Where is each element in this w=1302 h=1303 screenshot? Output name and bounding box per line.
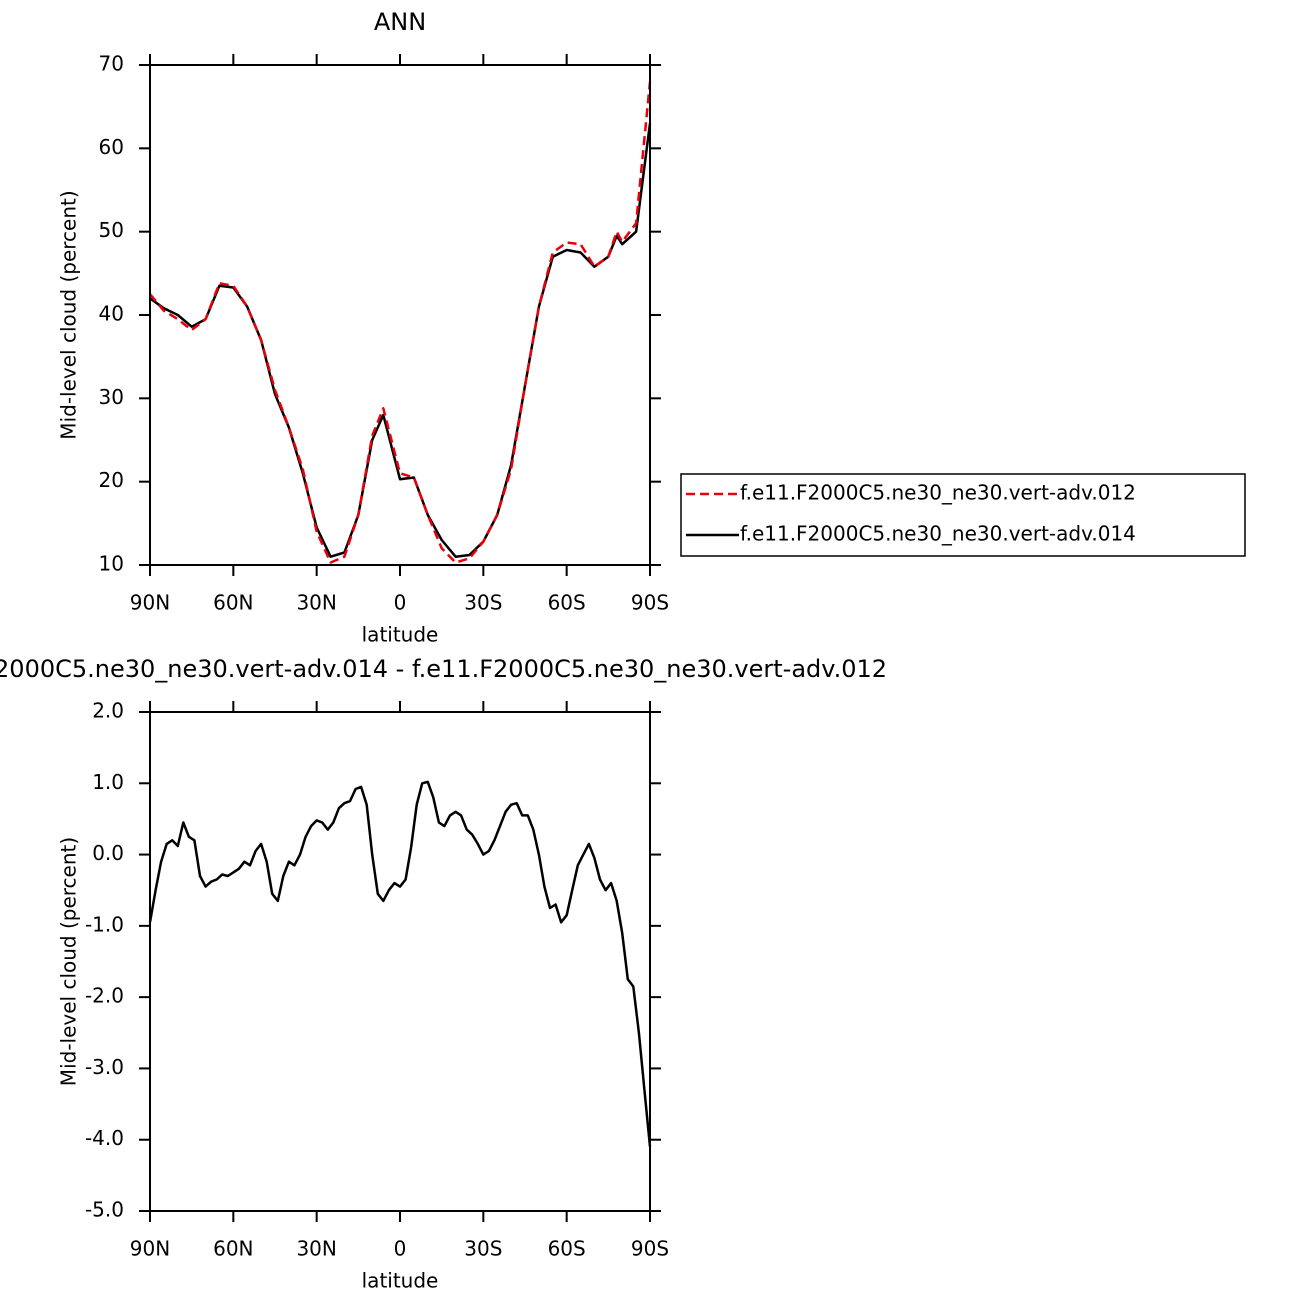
x-tick-label: 30S xyxy=(464,1237,502,1261)
x-tick-label: 30N xyxy=(296,1237,336,1261)
data-line xyxy=(148,780,652,1147)
x-tick-label: 60S xyxy=(548,591,586,615)
y-tick-label: -1.0 xyxy=(85,912,124,936)
data-line xyxy=(149,123,652,558)
chart-title: ANN xyxy=(374,8,426,36)
y-axis-label: Mid-level cloud (percent) xyxy=(57,190,81,439)
x-tick-label: 60S xyxy=(548,1237,586,1261)
x-tick-label: 0 xyxy=(394,1237,407,1261)
data-line xyxy=(149,81,652,564)
x-axis-label: latitude xyxy=(362,1269,439,1293)
x-tick-label: 0 xyxy=(394,591,407,615)
y-tick-label: -5.0 xyxy=(85,1198,124,1222)
x-axis-label: latitude xyxy=(362,623,439,647)
y-tick-label: -3.0 xyxy=(85,1055,124,1079)
x-tick-label: 90N xyxy=(130,591,170,615)
y-tick-label: -4.0 xyxy=(85,1126,124,1150)
y-tick-label: -2.0 xyxy=(85,984,124,1008)
x-tick-label: 30N xyxy=(296,591,336,615)
plot-frame xyxy=(149,711,651,1212)
y-tick-label: 2.0 xyxy=(92,699,124,723)
x-tick-label: 90N xyxy=(130,1237,170,1261)
x-tick-label: 90S xyxy=(631,1237,669,1261)
plot-frame xyxy=(149,64,651,566)
legend-label: f.e11.F2000C5.ne30_ne30.vert-adv.012 xyxy=(740,481,1136,505)
x-tick-label: 60N xyxy=(213,591,253,615)
chart-title: f.e11.F2000C5.ne30_ne30.vert-adv.014 - f… xyxy=(0,655,887,683)
y-tick-label: 50 xyxy=(99,218,124,242)
legend-label: f.e11.F2000C5.ne30_ne30.vert-adv.014 xyxy=(740,522,1136,546)
y-tick-label: 20 xyxy=(99,468,124,492)
x-tick-label: 30S xyxy=(464,591,502,615)
y-tick-label: 10 xyxy=(99,552,124,576)
y-tick-label: 40 xyxy=(99,302,124,326)
x-tick-label: 60N xyxy=(213,1237,253,1261)
y-tick-label: 1.0 xyxy=(92,770,124,794)
y-tick-label: 70 xyxy=(99,52,124,76)
y-tick-label: 0.0 xyxy=(92,841,124,865)
y-tick-label: 30 xyxy=(99,385,124,409)
x-tick-label: 90S xyxy=(631,591,669,615)
y-tick-label: 60 xyxy=(99,135,124,159)
y-axis-label: Mid-level cloud (percent) xyxy=(57,837,81,1086)
legend-box xyxy=(680,473,1246,557)
